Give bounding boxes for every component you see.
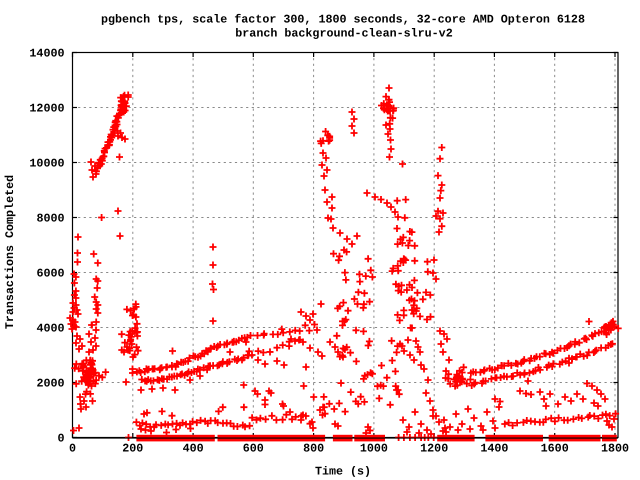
svg-text:4000: 4000 [36,322,64,336]
svg-text:600: 600 [243,442,264,456]
svg-text:1800: 1800 [601,442,629,456]
svg-text:1200: 1200 [420,442,448,456]
svg-text:8000: 8000 [36,212,64,226]
svg-text:800: 800 [303,442,324,456]
svg-text:Time (s): Time (s) [315,465,371,479]
svg-text:10000: 10000 [29,157,64,171]
svg-text:14000: 14000 [29,47,64,61]
svg-text:200: 200 [122,442,143,456]
svg-text:1000: 1000 [360,442,388,456]
svg-text:12000: 12000 [29,102,64,116]
svg-text:0: 0 [57,432,64,446]
svg-text:branch background-clean-slru-v: branch background-clean-slru-v2 [235,27,452,41]
svg-text:1400: 1400 [480,442,508,456]
svg-text:400: 400 [183,442,204,456]
svg-text:6000: 6000 [36,267,64,281]
svg-text:pgbench tps, scale factor 300,: pgbench tps, scale factor 300, 1800 seco… [101,13,585,27]
svg-text:0: 0 [69,442,76,456]
svg-text:Transactions Completed: Transactions Completed [3,175,17,329]
svg-text:2000: 2000 [36,377,64,391]
svg-text:1600: 1600 [541,442,569,456]
